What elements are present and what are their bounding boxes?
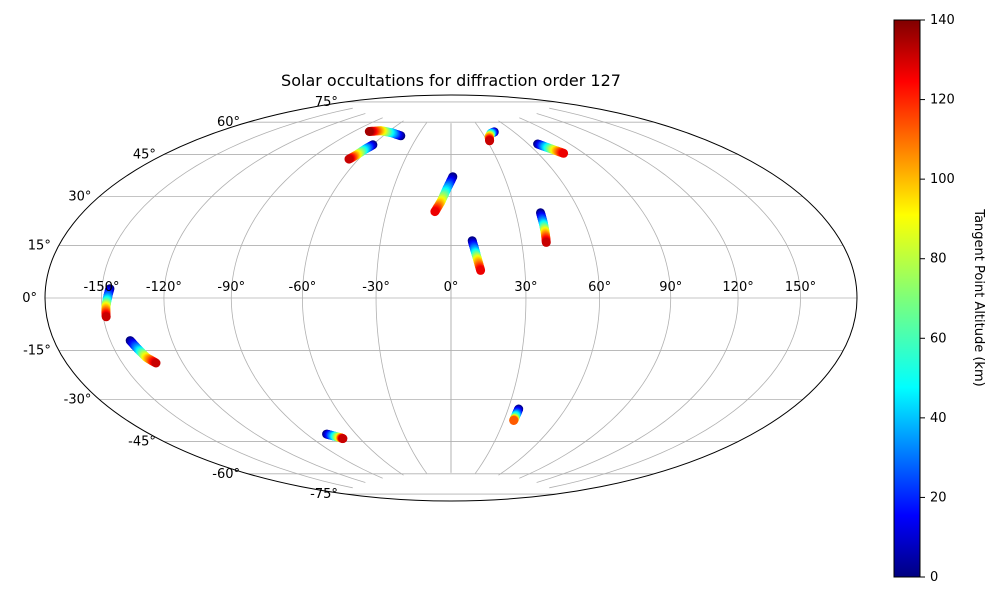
occultation-track [533,139,569,158]
occultation-track [484,127,499,146]
data-point [151,358,161,368]
lon-tick-label: 150° [785,280,816,295]
lat-tick-label: 15° [28,238,51,253]
colorbar-tick-label: 20 [930,490,947,505]
colorbar-tick-label: 140 [930,13,955,28]
occultation-track [125,336,161,368]
colorbar-tick-label: 80 [930,252,947,267]
data-point [541,237,551,247]
lon-tick-label: 60° [588,280,611,295]
lat-tick-label: -60° [212,467,240,482]
colorbar-tick-label: 0 [930,570,938,585]
lon-tick-label: 0° [444,280,459,295]
lat-tick-label: -30° [64,393,92,408]
chart-title: Solar occultations for diffraction order… [281,71,621,90]
occultation-track [536,208,551,247]
data-point [364,127,374,136]
occultation-track [364,126,406,141]
data-point [430,207,440,217]
lat-tick-label: 0° [22,291,37,306]
colorbar-tick-label: 120 [930,93,955,108]
occultation-track [101,284,115,322]
colorbar-ticks: 0 20 40 60 80 100 120 140 [920,13,955,585]
lat-tick-label: -15° [23,344,51,359]
lon-tick-label: -60° [289,280,317,295]
occultation-track [344,140,378,164]
data-points [101,126,569,444]
colorbar: 0 20 40 60 80 100 120 140 Tangent Point Altitud… [893,13,986,585]
occultation-track [430,172,458,217]
colorbar-tick-label: 40 [930,411,947,426]
lon-tick-label: -90° [217,280,245,295]
lon-tick-label: 30° [514,280,537,295]
lat-tick-label: 30° [68,190,91,205]
lat-tick-label: 45° [133,147,156,162]
lat-tick-label: 60° [217,115,240,130]
colorbar-tick-label: 100 [930,172,955,187]
colorbar-tick-label: 60 [930,331,947,346]
lat-tick-label: -75° [310,487,338,502]
occultation-track [322,429,348,444]
data-point [476,265,486,275]
lon-tick-label: 120° [722,280,753,295]
data-point [101,312,111,322]
lat-tick-label: 75° [315,95,338,110]
data-point [559,148,569,158]
map-grid [45,101,857,495]
data-point [344,154,354,164]
map-boundary [44,94,858,502]
lat-tick-label: -45° [128,435,156,450]
tick-labels: -150° -120° -90° -60° -30° 0° 30° 60° 90° 120° 150… [22,95,816,502]
lon-tick-label: -30° [362,280,390,295]
data-point [485,136,495,146]
occultation-track [467,236,486,275]
occultation-track [509,404,524,425]
lon-tick-label: 90° [659,280,682,295]
colorbar-label: Tangent Point Altitude (km) [971,208,986,386]
lon-tick-label: -120° [146,280,182,295]
data-point [338,434,348,444]
data-point [509,416,519,425]
lon-tick-label: -150° [83,280,119,295]
colorbar-gradient [893,19,921,578]
